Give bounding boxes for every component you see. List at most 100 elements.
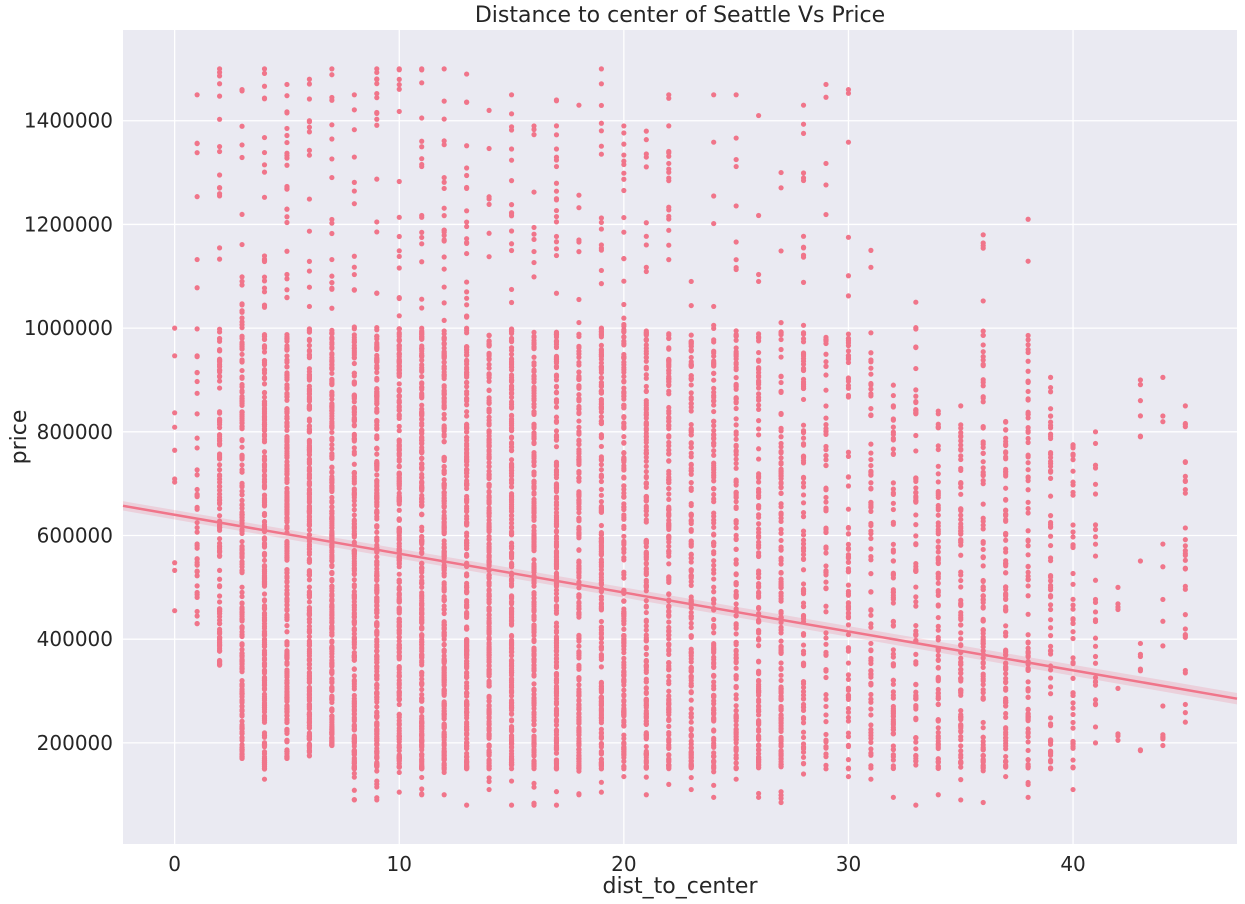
data-point — [464, 669, 470, 676]
data-point — [374, 621, 380, 627]
data-point — [216, 453, 223, 459]
data-point — [486, 201, 492, 207]
data-point — [441, 761, 447, 767]
data-point — [666, 123, 672, 129]
data-point — [419, 625, 425, 631]
data-point — [306, 695, 313, 701]
data-point — [598, 655, 604, 661]
data-point — [239, 375, 245, 381]
data-point — [553, 523, 560, 529]
data-point — [239, 309, 245, 315]
data-point — [374, 694, 380, 700]
data-point — [531, 565, 537, 571]
data-point — [419, 792, 425, 798]
data-point — [419, 430, 425, 436]
data-point — [284, 709, 290, 716]
data-point — [531, 629, 537, 635]
data-point — [464, 626, 470, 632]
data-point — [576, 296, 582, 303]
data-point — [194, 194, 200, 200]
data-point — [464, 295, 470, 301]
data-point — [419, 721, 425, 727]
data-point — [576, 509, 582, 516]
data-point — [621, 763, 627, 769]
data-point — [284, 125, 290, 132]
data-point — [508, 413, 515, 419]
data-point — [306, 572, 313, 578]
data-point — [374, 713, 380, 719]
data-point — [284, 248, 290, 254]
data-point — [351, 409, 357, 415]
data-point — [239, 681, 245, 687]
data-point — [306, 725, 313, 731]
data-point — [351, 787, 357, 793]
data-point — [239, 554, 245, 561]
data-point — [621, 457, 627, 463]
data-point — [621, 665, 627, 671]
data-point — [508, 364, 515, 370]
data-point — [284, 374, 290, 381]
data-point — [396, 265, 402, 271]
data-point — [643, 242, 649, 248]
data-point — [284, 471, 290, 477]
data-point — [531, 638, 537, 645]
data-point — [666, 709, 672, 715]
data-point — [553, 766, 560, 772]
data-point — [284, 539, 290, 545]
data-point — [306, 673, 313, 679]
data-point — [216, 606, 223, 612]
data-point — [486, 606, 492, 612]
data-point — [194, 256, 200, 263]
data-point — [216, 185, 223, 191]
data-point — [329, 508, 335, 514]
data-point — [284, 347, 290, 353]
data-point — [284, 424, 290, 430]
data-point — [666, 624, 672, 631]
data-point — [531, 603, 537, 610]
data-point — [261, 696, 268, 702]
data-point — [598, 740, 604, 747]
data-point — [396, 607, 402, 613]
data-point — [441, 388, 447, 394]
data-point — [419, 631, 425, 638]
data-point — [239, 444, 245, 450]
data-point — [374, 630, 380, 636]
data-point — [598, 120, 604, 126]
data-point — [419, 305, 425, 311]
data-point — [486, 752, 492, 759]
data-point — [576, 459, 582, 465]
data-point — [351, 666, 357, 672]
data-point — [598, 735, 604, 741]
data-point — [666, 609, 672, 615]
data-point — [374, 336, 380, 342]
data-point — [396, 529, 402, 535]
data-point — [441, 185, 447, 192]
data-point — [194, 594, 200, 600]
data-point — [464, 143, 470, 149]
data-point — [239, 437, 245, 443]
data-point — [553, 708, 560, 714]
data-point — [643, 233, 649, 239]
data-point — [464, 99, 470, 105]
data-point — [261, 522, 268, 528]
data-point — [576, 732, 582, 738]
data-point — [374, 516, 380, 522]
data-point — [351, 461, 357, 467]
data-point — [666, 752, 672, 758]
data-point — [239, 393, 245, 400]
data-point — [621, 678, 627, 684]
data-point — [598, 594, 604, 600]
data-point — [396, 516, 402, 522]
data-point — [396, 571, 402, 577]
data-point — [284, 642, 290, 648]
data-point — [643, 372, 649, 378]
data-point — [486, 710, 492, 716]
data-point — [329, 446, 335, 452]
data-point — [306, 629, 313, 636]
data-point — [553, 701, 560, 707]
data-point — [441, 229, 447, 235]
data-point — [329, 66, 335, 72]
data-point — [643, 718, 649, 724]
data-point — [396, 475, 402, 481]
data-point — [531, 608, 537, 615]
